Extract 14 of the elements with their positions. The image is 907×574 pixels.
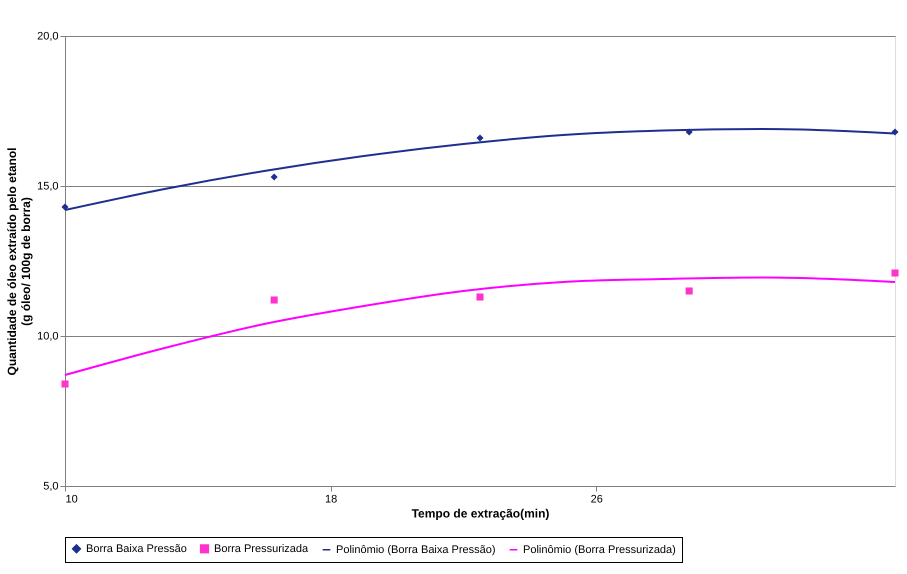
- x-axis-title: Tempo de extração(min): [412, 506, 550, 520]
- legend-label: Borra Baixa Pressão: [86, 542, 187, 555]
- line-series: [64, 276, 896, 376]
- y-tick-label: 15,0: [37, 180, 58, 192]
- x-tick-label: 18: [324, 494, 338, 506]
- x-tick-label: 26: [590, 494, 603, 506]
- legend-label: Polinômio (Borra Pressurizada): [523, 544, 676, 556]
- x-tick-label: 10: [66, 494, 78, 506]
- legend-label: Polinômio (Borra Baixa Pressão): [336, 544, 496, 556]
- y-tick-label: 20,0: [37, 30, 58, 42]
- legend-label: Borra Pressurizada: [214, 542, 310, 555]
- y-tick-label: 10,0: [37, 330, 58, 342]
- y-axis-title: Quantidade de óleo extraído pelo etanol (g óleo/ 100g de borra): [5, 147, 34, 376]
- y-tick-label: 5,0: [43, 480, 58, 492]
